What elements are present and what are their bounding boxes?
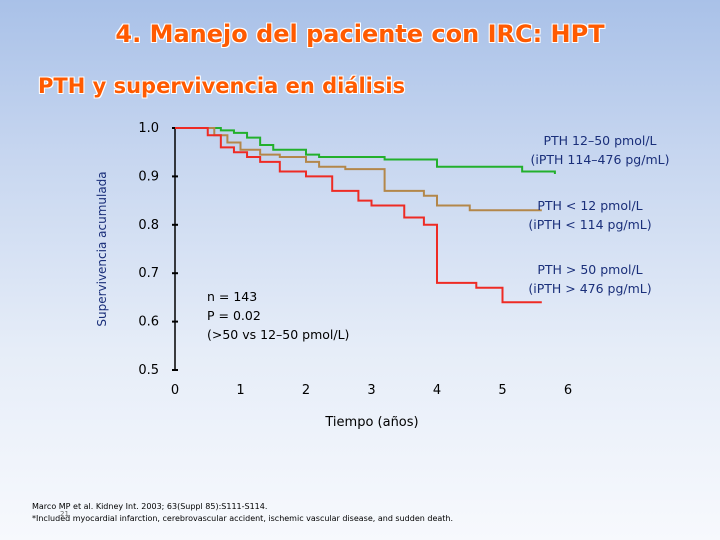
- legend-label-green: PTH 12–50 pmol/L: [544, 133, 657, 148]
- chart-series: [175, 127, 556, 304]
- legend-label-green: (iPTH 114–476 pg/mL): [531, 152, 670, 167]
- slide-title: 4. Manejo del paciente con IRC: HPT: [115, 20, 605, 48]
- series-line-red: [175, 127, 542, 304]
- stats-annotation: (>50 vs 12–50 pmol/L): [207, 327, 349, 342]
- chart-labels: 0.5 0.6 0.7 0.8 0.9 1.0 0 1 2 3 4 5 6 Tiempo (años) Su…: [95, 121, 669, 430]
- x-tick-label: 1: [236, 383, 244, 398]
- stats-annotation: P = 0.02: [207, 308, 261, 323]
- page-number: 21: [60, 510, 69, 518]
- y-tick-label: 0.7: [138, 266, 159, 281]
- x-tick-label: 0: [171, 383, 179, 398]
- x-tick-label: 6: [564, 383, 572, 398]
- series-line-brown: [175, 127, 542, 212]
- y-tick-label: 1.0: [138, 121, 159, 136]
- x-tick-label: 4: [433, 383, 441, 398]
- reference-footnote: Marco MP et al. Kidney Int. 2003; 63(Sup…: [32, 502, 268, 511]
- note-footnote: *Included myocardial infarction, cerebro…: [32, 514, 454, 523]
- x-tick-label: 3: [367, 383, 375, 398]
- series-line-green: [175, 127, 556, 174]
- y-tick-label: 0.8: [138, 218, 159, 233]
- slide-subtitle: PTH y supervivencia en diálisis: [38, 74, 406, 98]
- x-tick-label: 2: [302, 383, 310, 398]
- legend-label-brown: PTH < 12 pmol/L: [537, 198, 642, 213]
- legend-label-red: (iPTH > 476 pg/mL): [528, 281, 651, 296]
- y-tick-label: 0.9: [138, 169, 159, 184]
- legend-label-red: PTH > 50 pmol/L: [537, 262, 642, 277]
- x-tick-label: 5: [498, 383, 506, 398]
- x-axis-title: Tiempo (años): [324, 415, 418, 430]
- stats-annotation: n = 143: [207, 289, 257, 304]
- y-tick-label: 0.5: [138, 363, 159, 378]
- chart-axes: [172, 127, 178, 371]
- legend-label-brown: (iPTH < 114 pg/mL): [528, 217, 651, 232]
- y-tick-label: 0.6: [138, 315, 159, 330]
- y-axis-title: Supervivencia acumulada: [95, 171, 109, 326]
